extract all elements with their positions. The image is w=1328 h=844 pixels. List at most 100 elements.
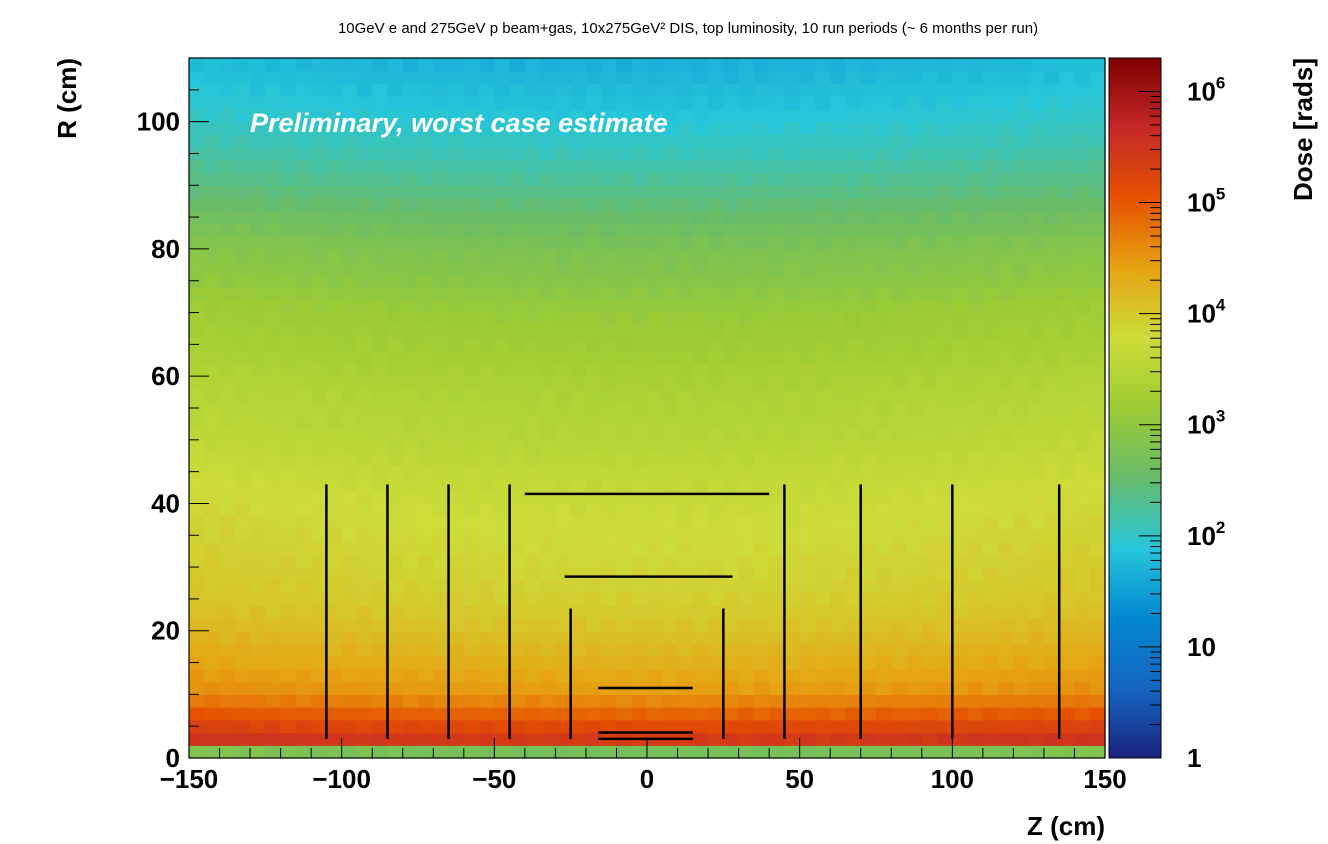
heatmap-cell: [250, 223, 266, 237]
heatmap-cell: [692, 592, 709, 606]
heatmap-cell: [631, 439, 648, 454]
heatmap-cell: [418, 210, 434, 225]
heatmap-cell: [1043, 350, 1060, 365]
heatmap-cell: [509, 198, 526, 212]
heatmap-cell: [234, 681, 251, 695]
heatmap-cell: [1089, 592, 1106, 606]
heatmap-cell: [616, 554, 633, 568]
heatmap-cell: [891, 121, 908, 135]
heatmap-cell: [631, 134, 648, 148]
heatmap-cell: [418, 198, 434, 212]
heatmap-cell: [418, 350, 434, 365]
heatmap-cell: [662, 528, 679, 543]
heatmap-cell: [921, 248, 938, 263]
heatmap-cell: [265, 261, 282, 275]
heatmap-cell: [234, 185, 251, 199]
heatmap-cell: [219, 185, 236, 199]
heatmap-cell: [250, 350, 266, 365]
heatmap-cell: [341, 414, 358, 428]
heatmap-cell: [784, 325, 801, 339]
heatmap-cell: [1013, 439, 1030, 454]
heatmap-cell: [799, 618, 816, 632]
heatmap-cell: [524, 516, 541, 530]
heatmap-cell: [662, 236, 679, 250]
heatmap-cell: [662, 554, 679, 568]
heatmap-cell: [692, 198, 709, 212]
heatmap-cell: [814, 478, 831, 492]
heatmap-cell: [326, 96, 343, 110]
heatmap-cell: [326, 592, 343, 606]
heatmap-cell: [387, 287, 404, 301]
heatmap-cell: [1028, 198, 1045, 212]
heatmap-cell: [753, 108, 770, 123]
heatmap-cell: [326, 681, 343, 695]
heatmap-cell: [295, 643, 312, 657]
heatmap-cell: [570, 172, 587, 186]
heatmap-cell: [952, 223, 969, 237]
heatmap-cell: [250, 414, 266, 428]
heatmap-cell: [937, 210, 953, 225]
heatmap-cell: [631, 388, 648, 403]
heatmap-cell: [433, 668, 450, 683]
heatmap-cell: [555, 478, 572, 492]
heatmap-cell: [585, 414, 602, 428]
heatmap-cell: [921, 121, 938, 135]
heatmap-cell: [341, 363, 358, 377]
heatmap-cell: [372, 159, 389, 174]
heatmap-cell: [326, 147, 343, 161]
heatmap-cell: [1074, 210, 1091, 225]
heatmap-cell: [723, 210, 740, 225]
heatmap-cell: [982, 668, 999, 683]
heatmap-cell: [1074, 338, 1091, 352]
heatmap-cell: [570, 312, 587, 326]
heatmap-cell: [189, 198, 205, 212]
heatmap-cell: [830, 643, 847, 657]
heatmap-cell: [921, 694, 938, 708]
heatmap-cell: [494, 439, 511, 454]
heatmap-cell: [998, 681, 1014, 695]
heatmap-cell: [769, 592, 785, 606]
heatmap-cell: [814, 325, 831, 339]
heatmap-cell: [998, 350, 1014, 365]
heatmap-cell: [769, 350, 785, 365]
heatmap-cell: [723, 58, 740, 72]
heatmap-cell: [906, 338, 923, 352]
heatmap-cell: [1059, 478, 1076, 492]
heatmap-cell: [250, 376, 266, 390]
heatmap-cell: [753, 554, 770, 568]
heatmap-cell: [998, 503, 1014, 517]
heatmap-cell: [952, 70, 969, 85]
heatmap-cell: [1013, 248, 1030, 263]
heatmap-cell: [952, 528, 969, 543]
heatmap-cell: [524, 732, 541, 746]
heatmap-cell: [265, 694, 282, 708]
heatmap-cell: [204, 707, 221, 721]
heatmap-cell: [616, 630, 633, 645]
heatmap-cell: [647, 439, 663, 454]
heatmap-cell: [906, 439, 923, 454]
heatmap-cell: [784, 210, 801, 225]
heatmap-cell: [1074, 745, 1091, 759]
heatmap-cell: [876, 83, 892, 97]
heatmap-cell: [311, 376, 327, 390]
heatmap-cell: [1089, 414, 1106, 428]
heatmap-cell: [433, 363, 450, 377]
heatmap-cell: [341, 388, 358, 403]
heatmap-cell: [784, 58, 801, 72]
heatmap-cell: [570, 287, 587, 301]
heatmap-cell: [723, 656, 740, 670]
heatmap-cell: [799, 427, 816, 441]
heatmap-cell: [738, 274, 755, 288]
heatmap-cell: [921, 274, 938, 288]
heatmap-cell: [906, 579, 923, 594]
heatmap-cell: [616, 401, 633, 415]
heatmap-cell: [234, 707, 251, 721]
heatmap-cell: [585, 159, 602, 174]
heatmap-cell: [998, 236, 1014, 250]
heatmap-cell: [677, 134, 694, 148]
heatmap-cell: [204, 465, 221, 479]
heatmap-cell: [463, 681, 480, 695]
heatmap-cell: [677, 108, 694, 123]
heatmap-cell: [845, 70, 862, 85]
heatmap-cell: [1089, 147, 1106, 161]
